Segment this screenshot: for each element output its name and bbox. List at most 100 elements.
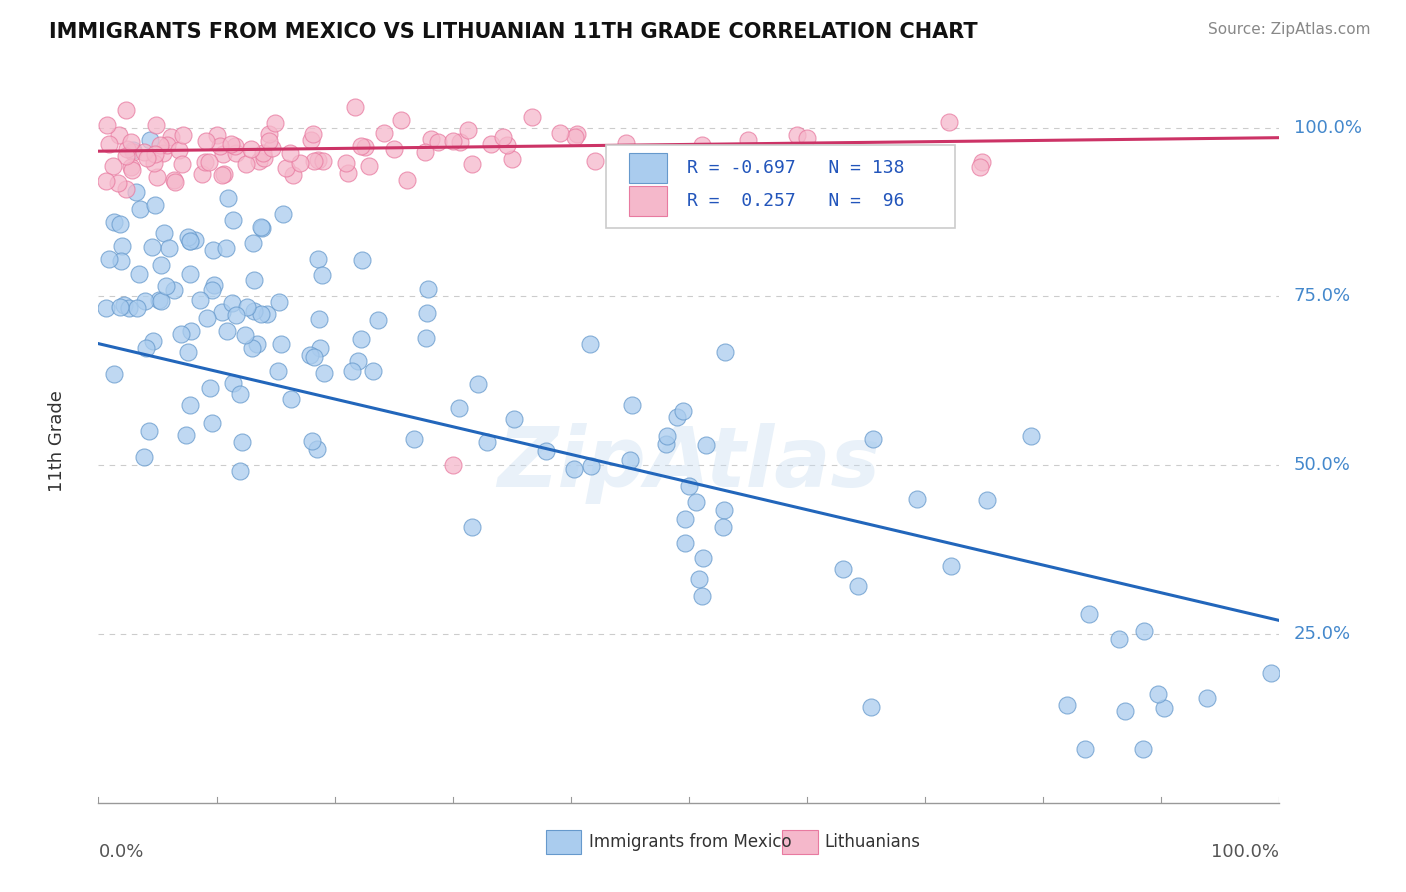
- Point: [350, 253, 373, 268]
- FancyBboxPatch shape: [546, 830, 582, 855]
- Point: [301, 128, 323, 142]
- Point: [562, 462, 585, 476]
- Point: [311, 268, 333, 282]
- Point: [655, 436, 678, 450]
- Text: 50.0%: 50.0%: [1294, 456, 1351, 475]
- Point: [496, 137, 519, 152]
- FancyBboxPatch shape: [606, 145, 955, 228]
- Point: [270, 336, 292, 351]
- Point: [225, 145, 247, 160]
- Point: [110, 300, 132, 314]
- Text: 100.0%: 100.0%: [1212, 843, 1279, 861]
- Point: [118, 301, 141, 315]
- Text: Immigrants from Mexico: Immigrants from Mexico: [589, 833, 792, 851]
- Point: [1260, 665, 1282, 680]
- Point: [179, 398, 201, 412]
- Point: [225, 309, 247, 323]
- Point: [250, 220, 273, 235]
- Point: [141, 240, 163, 254]
- Point: [222, 376, 245, 390]
- FancyBboxPatch shape: [782, 830, 818, 855]
- Point: [690, 138, 713, 153]
- Point: [205, 128, 228, 142]
- Point: [354, 140, 377, 154]
- Point: [177, 230, 200, 244]
- Point: [110, 253, 132, 268]
- Point: [503, 412, 526, 426]
- Point: [690, 589, 713, 603]
- Point: [96, 118, 118, 132]
- Point: [224, 139, 246, 153]
- Point: [283, 168, 305, 182]
- Point: [309, 342, 332, 356]
- Point: [195, 311, 218, 326]
- Point: [152, 226, 174, 240]
- Point: [229, 464, 252, 478]
- Point: [796, 131, 818, 145]
- Point: [621, 398, 644, 412]
- Point: [737, 133, 759, 147]
- Point: [299, 348, 322, 362]
- Point: [862, 432, 884, 446]
- Point: [367, 313, 389, 327]
- Point: [96, 174, 118, 188]
- Point: [162, 284, 184, 298]
- Text: Source: ZipAtlas.com: Source: ZipAtlas.com: [1208, 22, 1371, 37]
- Point: [253, 151, 276, 165]
- Point: [252, 145, 274, 160]
- Point: [242, 236, 264, 251]
- Point: [263, 116, 285, 130]
- Point: [221, 296, 243, 310]
- Point: [479, 137, 502, 152]
- Point: [299, 133, 322, 147]
- Text: 75.0%: 75.0%: [1294, 287, 1351, 305]
- Point: [129, 202, 152, 217]
- Point: [361, 363, 384, 377]
- Point: [97, 252, 120, 266]
- Point: [249, 307, 271, 321]
- Point: [614, 136, 637, 150]
- Point: [1133, 624, 1156, 638]
- Point: [180, 324, 202, 338]
- Point: [212, 147, 235, 161]
- Text: IMMIGRANTS FROM MEXICO VS LITHUANIAN 11TH GRADE CORRELATION CHART: IMMIGRANTS FROM MEXICO VS LITHUANIAN 11T…: [49, 22, 977, 42]
- Point: [103, 159, 125, 173]
- Point: [201, 416, 224, 430]
- Point: [357, 159, 380, 173]
- Point: [172, 128, 194, 143]
- Point: [114, 298, 136, 312]
- Point: [335, 156, 357, 170]
- Point: [415, 331, 437, 345]
- Point: [145, 170, 167, 185]
- Point: [416, 282, 439, 296]
- Point: [103, 215, 125, 229]
- Point: [548, 126, 571, 140]
- Point: [657, 429, 679, 443]
- Point: [198, 155, 221, 169]
- Point: [243, 272, 266, 286]
- Point: [174, 428, 197, 442]
- Point: [217, 191, 239, 205]
- Point: [786, 128, 808, 142]
- Point: [449, 401, 471, 416]
- Point: [350, 332, 373, 346]
- Point: [135, 341, 157, 355]
- Point: [578, 337, 600, 351]
- Point: [564, 130, 586, 145]
- Point: [855, 156, 877, 170]
- Point: [222, 212, 245, 227]
- Point: [247, 153, 270, 168]
- Point: [156, 137, 179, 152]
- Point: [152, 146, 174, 161]
- Point: [413, 145, 436, 159]
- Point: [120, 160, 142, 174]
- Point: [269, 295, 291, 310]
- Point: [477, 434, 499, 449]
- Point: [536, 444, 558, 458]
- Point: [416, 306, 439, 320]
- Point: [619, 452, 641, 467]
- Point: [312, 154, 335, 169]
- Point: [672, 404, 695, 418]
- Point: [685, 495, 707, 509]
- Point: [167, 143, 190, 157]
